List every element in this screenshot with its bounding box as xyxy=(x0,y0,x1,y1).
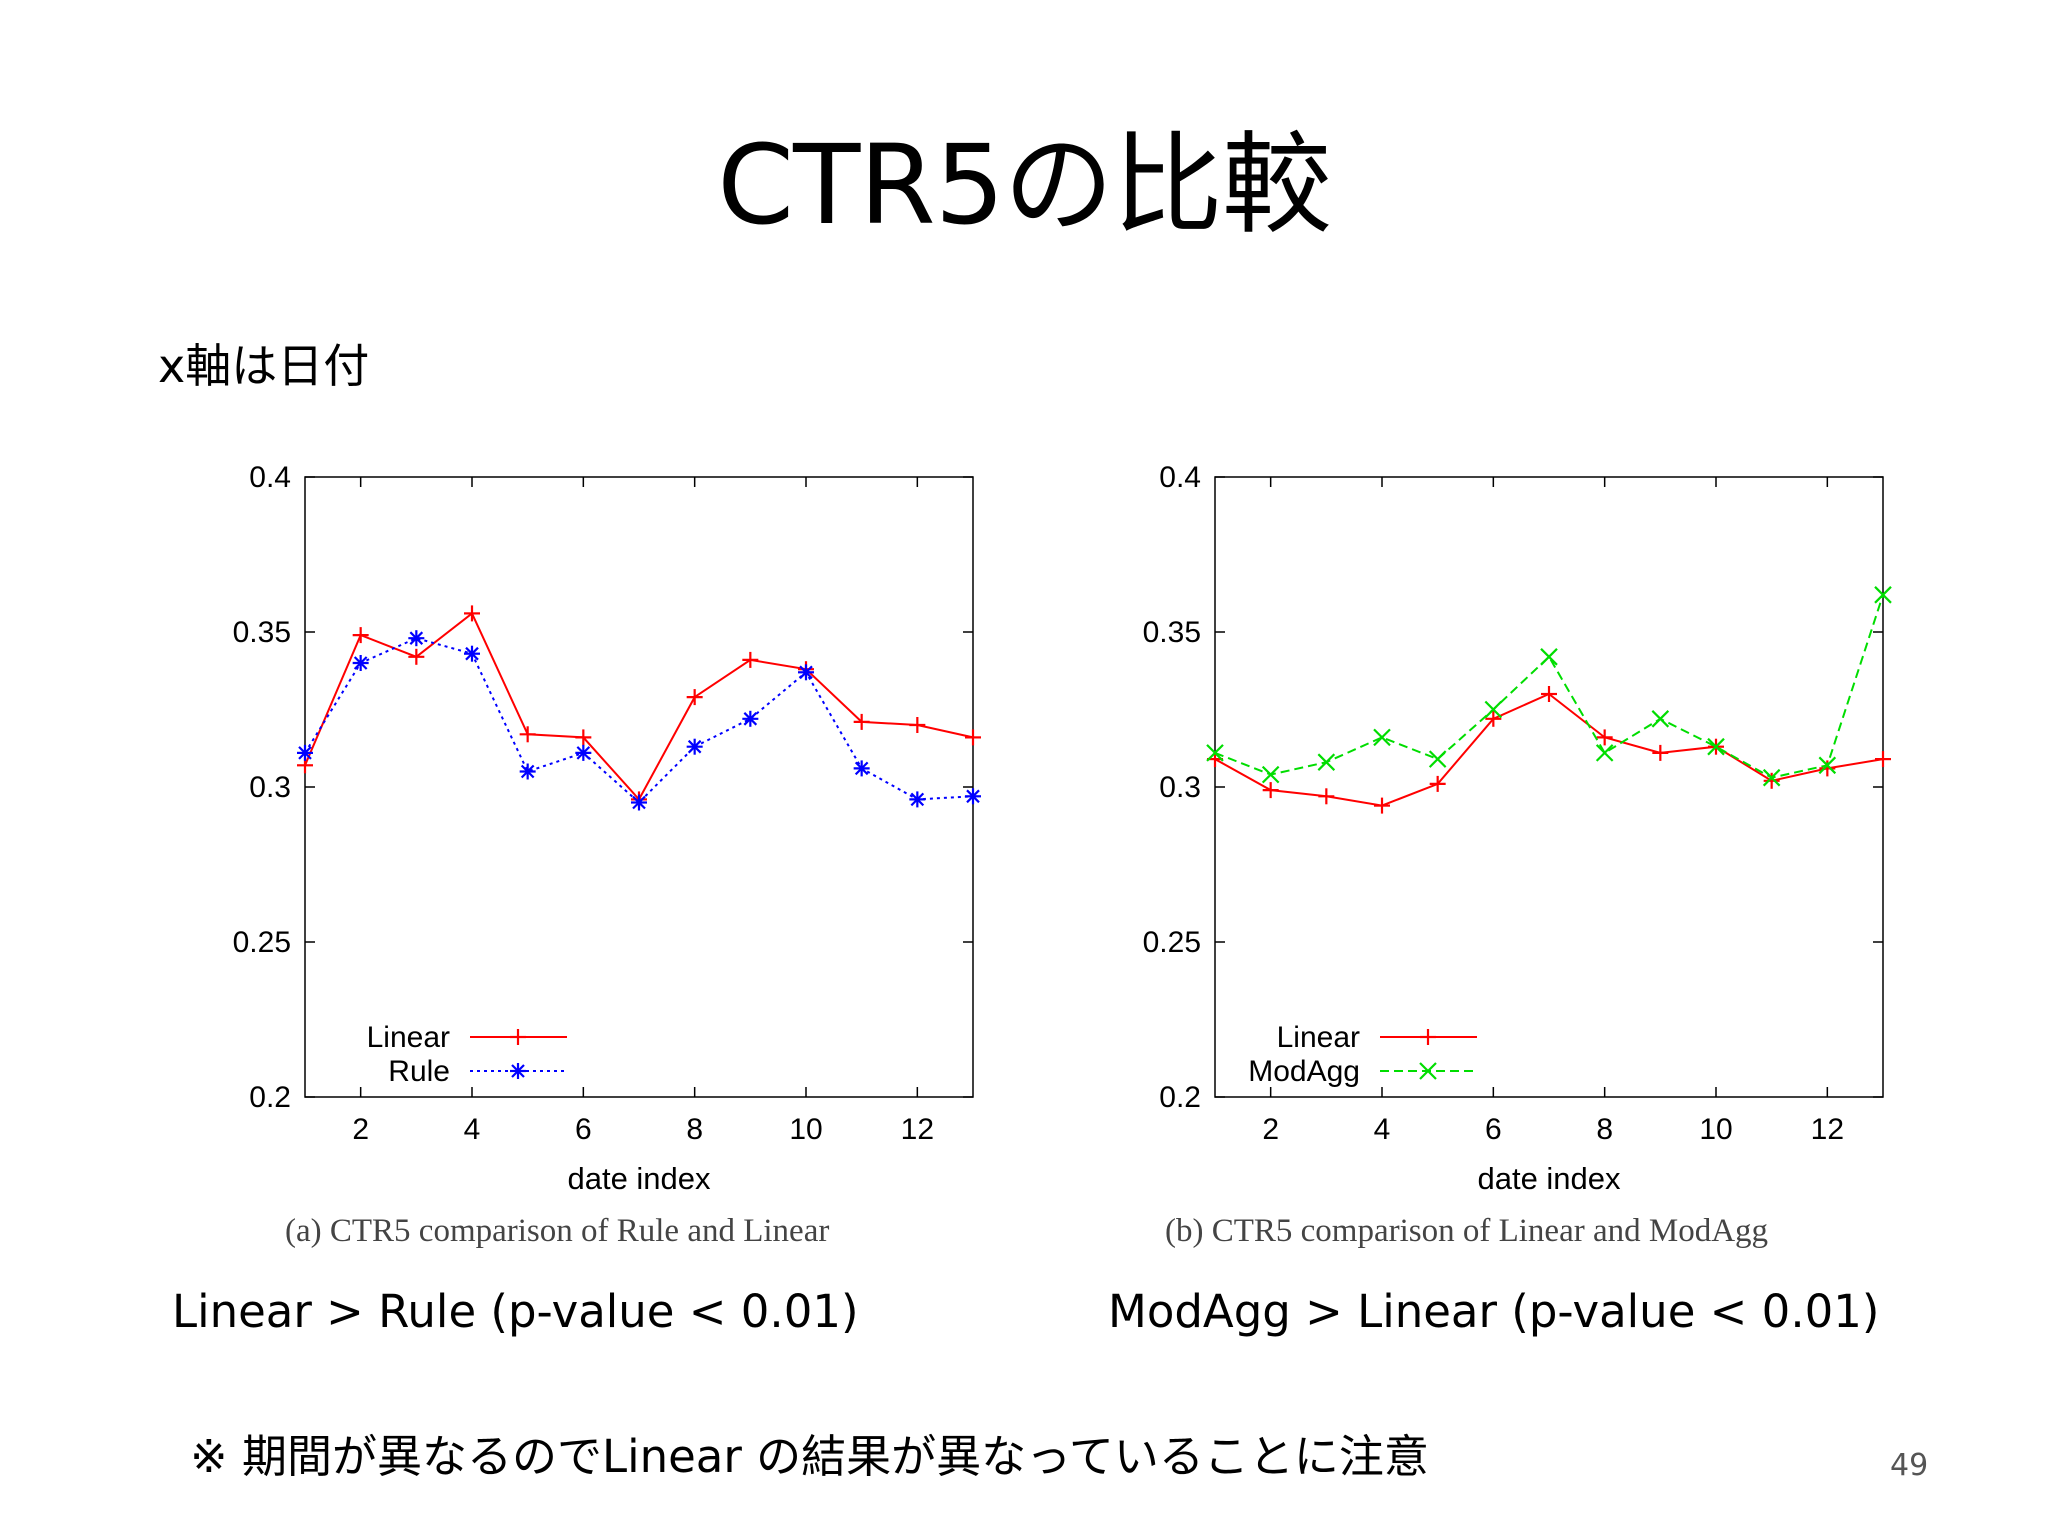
data-point xyxy=(352,655,369,671)
slide-title: CTR5の比較 xyxy=(717,121,1331,249)
data-point xyxy=(464,645,480,662)
data-point xyxy=(631,794,647,811)
slide-subtitle: x軸は日付 xyxy=(158,339,370,393)
page-number: 49 xyxy=(1890,1448,1929,1483)
data-point xyxy=(742,651,759,668)
chart-b-caption: (b) CTR5 comparison of Linear and ModAgg xyxy=(1165,1213,1769,1249)
legend-label: Linear xyxy=(367,1021,450,1054)
data-point xyxy=(853,760,870,777)
data-point xyxy=(1540,648,1558,666)
x-tick-label: 2 xyxy=(1262,1113,1279,1146)
y-tick-label: 0.3 xyxy=(1159,771,1201,804)
data-point xyxy=(1485,710,1502,727)
x-tick-label: 10 xyxy=(789,1113,822,1146)
x-tick-label: 12 xyxy=(1811,1113,1844,1146)
data-point xyxy=(742,710,759,727)
slide-note: ※ 期間が異なるのでLinear の結果が異なっていることに注意 xyxy=(190,1430,1429,1483)
legend-label: ModAgg xyxy=(1248,1055,1360,1088)
x-axis-label: date index xyxy=(1477,1161,1621,1196)
legend-marker xyxy=(1420,1029,1436,1045)
data-point xyxy=(1541,686,1557,702)
legend-label: Rule xyxy=(388,1055,450,1088)
series-line-linear xyxy=(1214,692,1884,807)
legend-label: Linear xyxy=(1277,1021,1360,1054)
chart-b-result: ModAgg > Linear (p-value < 0.01) xyxy=(1108,1285,1880,1338)
data-point xyxy=(1595,744,1614,762)
plot-area xyxy=(304,476,974,1098)
data-point xyxy=(1596,729,1613,746)
data-point xyxy=(1875,751,1891,768)
data-point xyxy=(408,648,425,665)
y-tick-label: 0.4 xyxy=(249,461,291,494)
data-point xyxy=(1652,744,1669,761)
legend-marker xyxy=(1419,1062,1437,1080)
data-point xyxy=(1874,586,1892,604)
data-point xyxy=(1318,788,1335,805)
x-tick-label: 4 xyxy=(464,1113,481,1146)
x-tick-label: 8 xyxy=(686,1113,703,1146)
data-point xyxy=(1429,775,1446,792)
data-point xyxy=(464,605,480,622)
chart-a: 0.2 0.25 0.3 0.35 0.4 2 4 6 8 10 12 date index Linea… xyxy=(205,440,985,1204)
y-tick-label: 0.25 xyxy=(233,926,291,959)
data-point xyxy=(575,729,592,746)
x-tick-label: 6 xyxy=(575,1113,592,1146)
x-tick-label: 8 xyxy=(1596,1113,1613,1146)
x-tick-label: 6 xyxy=(1485,1113,1502,1146)
y-tick-label: 0.35 xyxy=(233,616,291,649)
data-point xyxy=(1707,737,1725,756)
legend-marker xyxy=(510,1029,526,1045)
data-point xyxy=(1762,768,1781,787)
data-point xyxy=(1206,744,1224,762)
x-tick-label: 2 xyxy=(352,1113,369,1146)
y-tick-label: 0.35 xyxy=(1143,616,1201,649)
y-tick-label: 0.2 xyxy=(1159,1081,1201,1114)
x-tick-label: 12 xyxy=(901,1113,934,1146)
data-point xyxy=(686,689,703,706)
y-tick-label: 0.2 xyxy=(249,1081,291,1114)
data-point xyxy=(1763,772,1780,789)
y-tick-label: 0.4 xyxy=(1159,461,1201,494)
series-markers-modagg xyxy=(1206,586,1892,787)
chart-svg: 0.2 0.25 0.3 0.35 0.4 2 4 6 8 10 12 date index Linea… xyxy=(1143,461,1892,1196)
series-line-linear xyxy=(304,611,974,802)
chart-a-result: Linear > Rule (p-value < 0.01) xyxy=(172,1285,859,1338)
x-axis-label: date index xyxy=(567,1161,711,1196)
data-point xyxy=(1374,797,1390,814)
plot-area xyxy=(1214,476,1884,1098)
chart-a-caption: (a) CTR5 comparison of Rule and Linear xyxy=(285,1213,830,1249)
data-point xyxy=(1484,700,1503,719)
data-point xyxy=(519,763,536,780)
data-point xyxy=(408,630,425,647)
data-point xyxy=(909,717,926,733)
data-point xyxy=(1317,753,1336,771)
series-line-rule xyxy=(304,637,974,804)
data-point xyxy=(1428,750,1447,768)
data-point xyxy=(686,738,703,755)
data-point xyxy=(1261,765,1280,784)
data-point xyxy=(798,664,814,681)
data-point xyxy=(575,744,592,761)
chart-svg: 0.2 0.25 0.3 0.35 0.4 2 4 6 8 10 12 date index Linea… xyxy=(233,461,981,1196)
data-point xyxy=(1651,710,1670,728)
data-point xyxy=(1373,728,1391,747)
data-point xyxy=(519,726,536,743)
x-tick-label: 4 xyxy=(1374,1113,1391,1146)
data-point xyxy=(297,744,313,761)
chart-b: 0.2 0.25 0.3 0.35 0.4 2 4 6 8 10 12 date index Linea… xyxy=(1115,440,1895,1204)
y-tick-label: 0.25 xyxy=(1143,926,1201,959)
data-point xyxy=(1818,756,1837,775)
y-tick-label: 0.3 xyxy=(249,771,291,804)
data-point xyxy=(965,729,981,746)
data-point xyxy=(909,791,926,808)
series-markers-rule xyxy=(297,630,981,811)
series-markers-linear xyxy=(297,605,981,808)
data-point xyxy=(352,627,369,644)
legend-marker xyxy=(510,1063,526,1079)
data-point xyxy=(853,713,870,730)
data-point xyxy=(965,788,981,805)
data-point xyxy=(1262,782,1279,799)
x-tick-label: 10 xyxy=(1699,1113,1732,1146)
